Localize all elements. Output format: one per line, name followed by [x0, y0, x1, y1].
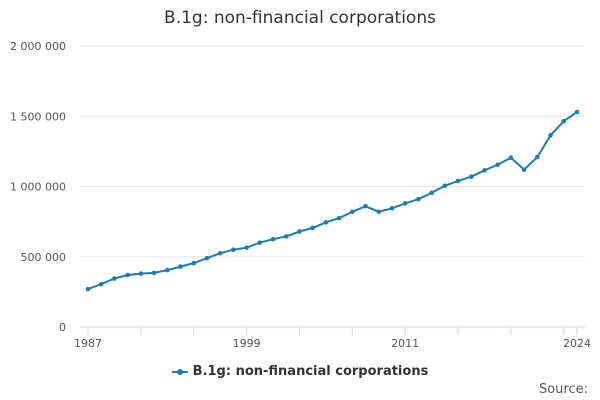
data-point[interactable]	[389, 205, 395, 211]
data-point[interactable]	[98, 281, 104, 287]
x-tick-label: 1999	[233, 337, 261, 350]
x-tick-label: 2024	[563, 337, 591, 350]
data-point[interactable]	[350, 209, 355, 215]
chart-title: B.1g: non-financial corporations	[164, 8, 436, 28]
data-point[interactable]	[125, 272, 130, 278]
legend-label: B.1g: non-financial corporations	[192, 364, 429, 379]
data-point[interactable]	[231, 247, 236, 253]
data-point[interactable]	[429, 190, 434, 196]
data-point[interactable]	[495, 162, 501, 168]
data-point[interactable]	[561, 118, 567, 124]
y-tick-label: 2 000 000	[10, 40, 66, 53]
y-axis-labels: 0 500 000 1 000 000 1 500 000 2 000 000	[10, 40, 66, 334]
data-point[interactable]	[336, 215, 342, 221]
y-tick-label: 500 000	[21, 251, 67, 264]
data-point[interactable]	[85, 286, 91, 292]
data-point[interactable]	[548, 132, 553, 138]
data-point[interactable]	[574, 109, 580, 115]
data-point[interactable]	[508, 155, 514, 160]
data-point[interactable]	[468, 174, 474, 179]
data-point[interactable]	[455, 178, 461, 184]
data-point[interactable]	[178, 264, 183, 269]
data-point[interactable]	[521, 167, 527, 172]
data-point[interactable]	[138, 271, 144, 276]
legend[interactable]: B.1g: non-financial corporations	[0, 364, 600, 379]
x-axis	[80, 326, 585, 335]
data-point[interactable]	[283, 234, 289, 239]
data-point[interactable]	[257, 240, 263, 245]
data-point[interactable]	[323, 220, 329, 225]
data-point[interactable]	[482, 168, 487, 173]
data-point[interactable]	[376, 209, 382, 215]
y-tick-label: 1 500 000	[10, 110, 66, 123]
gridlines	[80, 45, 585, 258]
legend-marker-icon	[171, 366, 188, 378]
data-point[interactable]	[535, 154, 540, 160]
y-tick-label: 1 000 000	[10, 181, 66, 194]
data-point[interactable]	[204, 255, 210, 261]
data-point[interactable]	[310, 225, 315, 231]
series-line[interactable]	[85, 109, 580, 292]
data-point[interactable]	[217, 250, 223, 256]
data-point[interactable]	[363, 203, 368, 209]
source-label: Source:	[538, 382, 588, 397]
x-tick-label: 2011	[391, 337, 419, 350]
data-point[interactable]	[402, 201, 408, 206]
series-line-path[interactable]	[87, 111, 578, 291]
data-point[interactable]	[270, 236, 276, 242]
data-point[interactable]	[151, 270, 157, 276]
data-point[interactable]	[164, 267, 170, 273]
data-point[interactable]	[416, 196, 421, 202]
y-tick-label: 0	[59, 321, 66, 334]
data-point[interactable]	[244, 245, 249, 250]
data-point[interactable]	[442, 183, 448, 189]
data-point[interactable]	[112, 276, 117, 281]
data-point[interactable]	[191, 260, 197, 266]
x-tick-label: 1987	[74, 337, 102, 350]
x-axis-labels: 1987 1999 2011 2024	[74, 337, 591, 350]
data-point[interactable]	[297, 229, 302, 234]
